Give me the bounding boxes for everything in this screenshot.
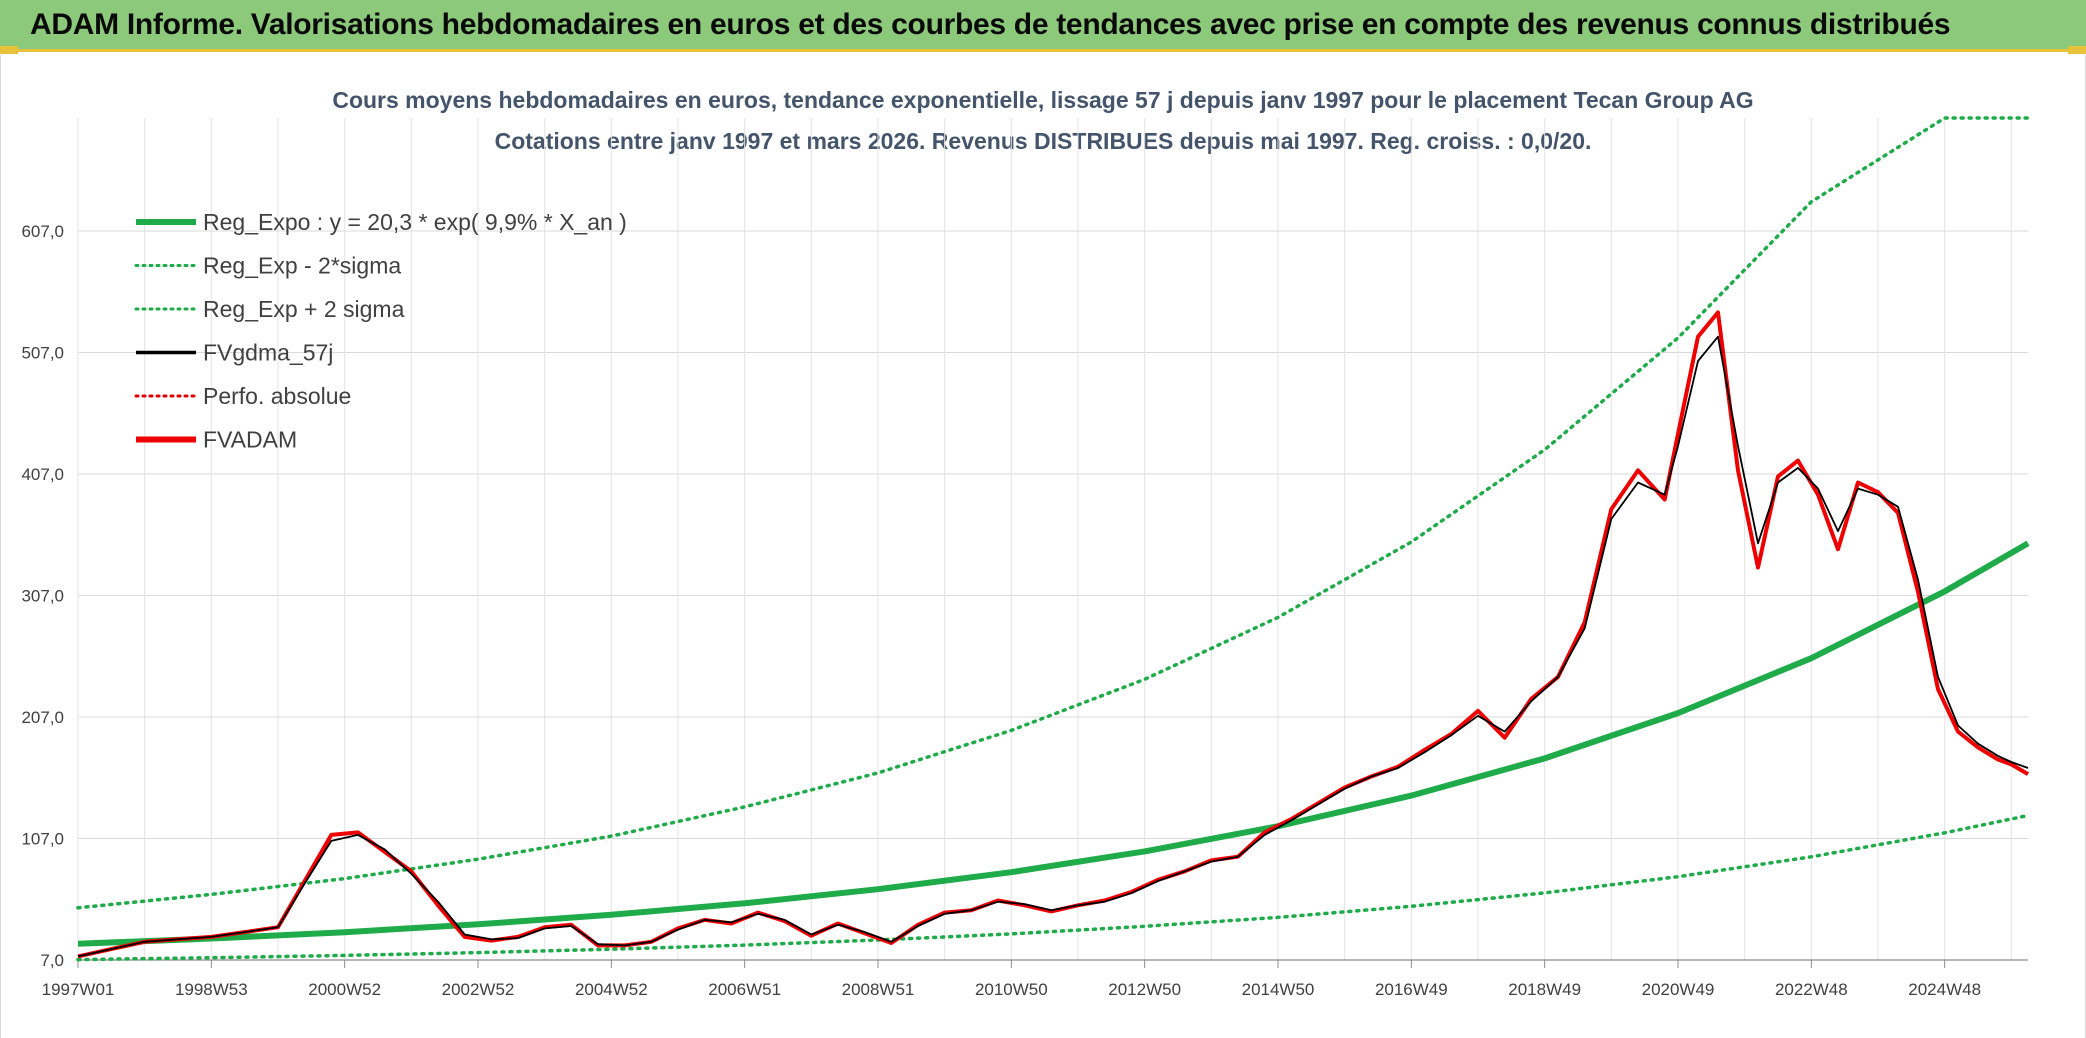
legend-label: Reg_Expo : y = 20,3 * exp( 9,9% * X_an ) [203,209,627,235]
y-tick-label: 7,0 [40,951,64,970]
series-reg-exp-plus-2sigma [76,116,2030,910]
y-tick-label: 507,0 [21,343,64,362]
chart-subtitle: Cotations entre janv 1997 et mars 2026. … [495,128,1592,154]
legend-label: FVgdma_57j [203,340,333,366]
legend-label: Perfo. absolue [203,383,351,409]
x-tick-label: 2008W51 [842,980,915,999]
x-tick-label: 2014W50 [1242,980,1315,999]
banner-corner-right [2068,46,2086,54]
series-reg-expo [77,540,2030,947]
header-banner: ADAM Informe. Valorisations hebdomadaire… [0,0,2086,54]
x-tick-label: 2018W49 [1508,980,1581,999]
axes: 7,0 107,0 207,0 307,0 407,0 507,0 607,0 1997W01… [21,222,2028,999]
chart-title: Cours moyens hebdomadaires en euros, ten… [332,87,1753,113]
legend: Reg_Expo : y = 20,3 * exp( 9,9% * X_an )… [134,209,627,453]
series-reg-exp-minus-2sigma [76,813,2030,962]
x-tick-label: 2020W49 [1642,980,1715,999]
y-tick-label: 407,0 [21,465,64,484]
x-tick-label: 2012W50 [1108,980,1181,999]
header-title: ADAM Informe. Valorisations hebdomadaire… [30,8,1951,41]
grid [77,118,2028,961]
banner-corner-left [0,46,18,54]
series-perfo-absolue [77,311,2029,958]
legend-label: Reg_Exp + 2 sigma [203,296,405,322]
x-tick-label: 2022W48 [1775,980,1848,999]
legend-label: Reg_Exp - 2*sigma [203,253,401,279]
series-layer [76,116,2030,962]
y-tick-label: 307,0 [21,586,64,605]
x-tick-label: 2000W52 [308,980,381,999]
y-tick-label: 107,0 [21,829,64,848]
x-tick-label: 2006W51 [708,980,781,999]
x-tick-label: 2002W52 [442,980,515,999]
x-tick-label: 1997W01 [42,980,115,999]
x-tick-label: 2004W52 [575,980,648,999]
x-tick-label: 2024W48 [1908,980,1981,999]
y-tick-label: 607,0 [21,222,64,241]
x-tick-label: 2010W50 [975,980,1048,999]
series-fvadam [77,310,2030,959]
legend-label: FVADAM [203,427,297,453]
series-fvgdma-57j [77,335,2029,958]
x-tick-label: 2016W49 [1375,980,1448,999]
x-tick-label: 1998W53 [175,980,248,999]
y-tick-label: 207,0 [21,708,64,727]
